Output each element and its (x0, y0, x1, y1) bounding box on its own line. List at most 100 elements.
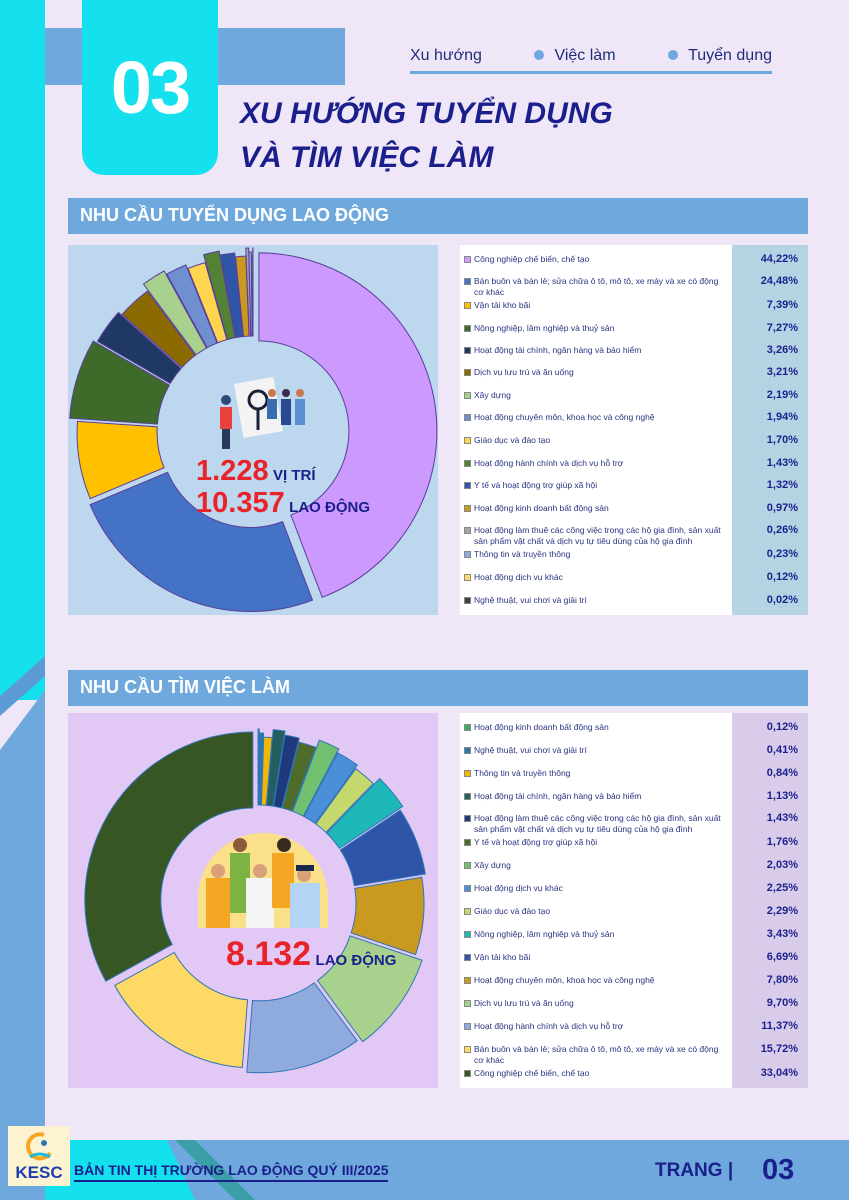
legend-label: Hoạt động làm thuê các công việc trong c… (460, 525, 728, 547)
nav-item-trend[interactable]: Xu hướng (410, 46, 482, 64)
category-value: 1,76% (766, 836, 798, 848)
category-name: Bán buôn và bán lẻ; sửa chữa ô tô, mô tô… (474, 1044, 719, 1065)
category-name: Giáo dục và đào tạo (474, 435, 551, 445)
legend-label: Hoạt động hành chính và dịch vụ hỗ trợ (460, 1021, 728, 1032)
jobseekers-stat: 8.132 LAO ĐỘNG (226, 935, 396, 974)
category-value: 0,12% (766, 571, 798, 583)
legend-row: Giáo dục và đào tạo 1,70% (460, 435, 808, 446)
title-line-1: XU HƯỚNG TUYỂN DỤNG (240, 97, 613, 130)
legend-row: Hoạt động tài chính, ngân hàng và bảo hi… (460, 791, 808, 802)
donut-slice (202, 250, 236, 341)
positions-count: 1.228 (196, 455, 269, 487)
category-value: 33,04% (760, 1067, 798, 1079)
left-blue-stripe (0, 690, 45, 1200)
legend-row: Dịch vụ lưu trú và ăn uống 3,21% (460, 367, 808, 378)
title-line-2: VÀ TÌM VIỆC LÀM (240, 141, 494, 174)
category-value: 7,27% (766, 322, 798, 334)
legend-row: Giáo dục và đào tạo 2,29% (460, 906, 808, 917)
donut-slice (316, 935, 423, 1043)
donut-slice (96, 311, 182, 385)
legend-label: Nghệ thuật, vui chơi và giải trí (460, 745, 728, 756)
legend-row: Hoạt động dịch vụ khác 0,12% (460, 572, 808, 583)
workers-stat: 10.357 LAO ĐỘNG (196, 487, 370, 520)
legend-label: Dịch vụ lưu trú và ăn uống (460, 367, 728, 378)
legend-label: Hoạt động chuyên môn, khoa học và công n… (460, 412, 728, 423)
section2-heading: NHU CẦU TÌM VIỆC LÀM (68, 670, 808, 706)
legend-swatch (464, 1046, 471, 1053)
jobseeker-legend-table: Hoạt động kinh doanh bất động sản 0,12% Ng… (460, 713, 808, 1088)
legend-row: Bán buôn và bán lẻ; sửa chữa ô tô, mô tô… (460, 276, 808, 298)
category-name: Hoạt động chuyên môn, khoa học và công n… (474, 975, 655, 985)
legend-row: Hoạt động chuyên môn, khoa học và công n… (460, 412, 808, 423)
page-title: XU HƯỚNG TUYỂN DỤNG VÀ TÌM VIỆC LÀM (240, 92, 613, 180)
recruitment-donut-chart (69, 247, 438, 613)
category-value: 2,03% (766, 859, 798, 871)
workers-count: 10.357 (196, 487, 285, 519)
legend-row: Dịch vụ lưu trú và ăn uống 9,70% (460, 998, 808, 1009)
donut-slice (281, 741, 317, 812)
legend-label: Dịch vụ lưu trú và ăn uống (460, 998, 728, 1009)
legend-label: Công nghiệp chế biến, chế tạo (460, 254, 728, 265)
category-name: Bán buôn và bán lẻ; sửa chữa ô tô, mô tô… (474, 276, 719, 297)
category-value: 0,84% (766, 767, 798, 779)
category-name: Thông tin và truyền thông (474, 549, 571, 559)
workers-unit: LAO ĐỘNG (289, 499, 370, 516)
category-value: 44,22% (760, 253, 798, 265)
positions-stat: 1.228 VỊ TRÍ (196, 455, 316, 488)
category-value: 1,43% (766, 457, 798, 469)
legend-label: Thông tin và truyền thông (460, 549, 728, 560)
category-value: 1,70% (766, 434, 798, 446)
legend-label: Y tế và hoạt động trợ giúp xã hội (460, 837, 728, 848)
jobseekers-unit: LAO ĐỘNG (315, 952, 397, 969)
nav-item-jobs[interactable]: Việc làm (534, 46, 616, 65)
legend-label: Xây dựng (460, 390, 728, 401)
category-value: 6,69% (766, 951, 798, 963)
legend-swatch (464, 793, 471, 800)
legend-row: Công nghiệp chế biến, chế tạo 44,22% (460, 254, 808, 265)
legend-label: Vận tải kho bãi (460, 300, 728, 311)
legend-row: Nghệ thuật, vui chơi và giải trí 0,02% (460, 595, 808, 606)
legend-label: Nông nghiệp, lâm nghiệp và thuỷ sản (460, 323, 728, 334)
legend-swatch (464, 414, 471, 421)
category-value: 1,13% (766, 790, 798, 802)
legend-row: Bán buôn và bán lẻ; sửa chữa ô tô, mô tô… (460, 1044, 808, 1066)
legend-swatch (464, 815, 471, 822)
nav-label: Việc làm (554, 46, 616, 64)
donut-slice (76, 420, 165, 500)
legend-label: Giáo dục và đào tạo (460, 906, 728, 917)
legend-row: Y tế và hoạt động trợ giúp xã hội 1,32% (460, 480, 808, 491)
category-value: 3,26% (766, 344, 798, 356)
legend-label: Hoạt động dịch vụ khác (460, 572, 728, 583)
footer-band (135, 1140, 849, 1200)
legend-swatch (464, 551, 471, 558)
legend-row: Hoạt động chuyên môn, khoa học và công n… (460, 975, 808, 986)
category-value: 11,37% (761, 1020, 798, 1032)
category-name: Nghệ thuật, vui chơi và giải trí (474, 745, 587, 755)
legend-label: Bán buôn và bán lẻ; sửa chữa ô tô, mô tô… (460, 276, 728, 298)
donut-slice (69, 340, 171, 425)
legend-swatch (464, 1000, 471, 1007)
legend-row: Nghệ thuật, vui chơi và giải trí 0,41% (460, 745, 808, 756)
donut-slice (84, 731, 254, 982)
legend-label: Hoạt động làm thuê các công việc trong c… (460, 813, 728, 835)
legend-swatch (464, 885, 471, 892)
nav-item-recruitment[interactable]: Tuyển dụng (668, 47, 772, 65)
kesc-logo: KESC (8, 1126, 70, 1186)
legend-row: Hoạt động làm thuê các công việc trong c… (460, 813, 808, 835)
donut-slice (350, 876, 425, 956)
legend-row: Vận tải kho bãi 7,39% (460, 300, 808, 311)
legend-row: Xây dựng 2,19% (460, 390, 808, 401)
legend-swatch (464, 369, 471, 376)
category-name: Hoạt động dịch vụ khác (474, 572, 563, 582)
legend-row: Hoạt động hành chính và dịch vụ hỗ trợ 11… (460, 1021, 808, 1032)
category-name: Xây dựng (474, 860, 511, 870)
donut-slice (292, 739, 340, 817)
category-value: 3,21% (766, 366, 798, 378)
category-name: Y tế và hoạt động trợ giúp xã hội (474, 480, 598, 490)
category-name: Hoạt động tài chính, ngân hàng và bảo hi… (474, 791, 642, 801)
legend-swatch (464, 908, 471, 915)
legend-swatch (464, 278, 471, 285)
donut-slice (166, 264, 218, 349)
category-name: Vận tải kho bãi (474, 952, 531, 962)
workers-illustration (198, 833, 328, 928)
